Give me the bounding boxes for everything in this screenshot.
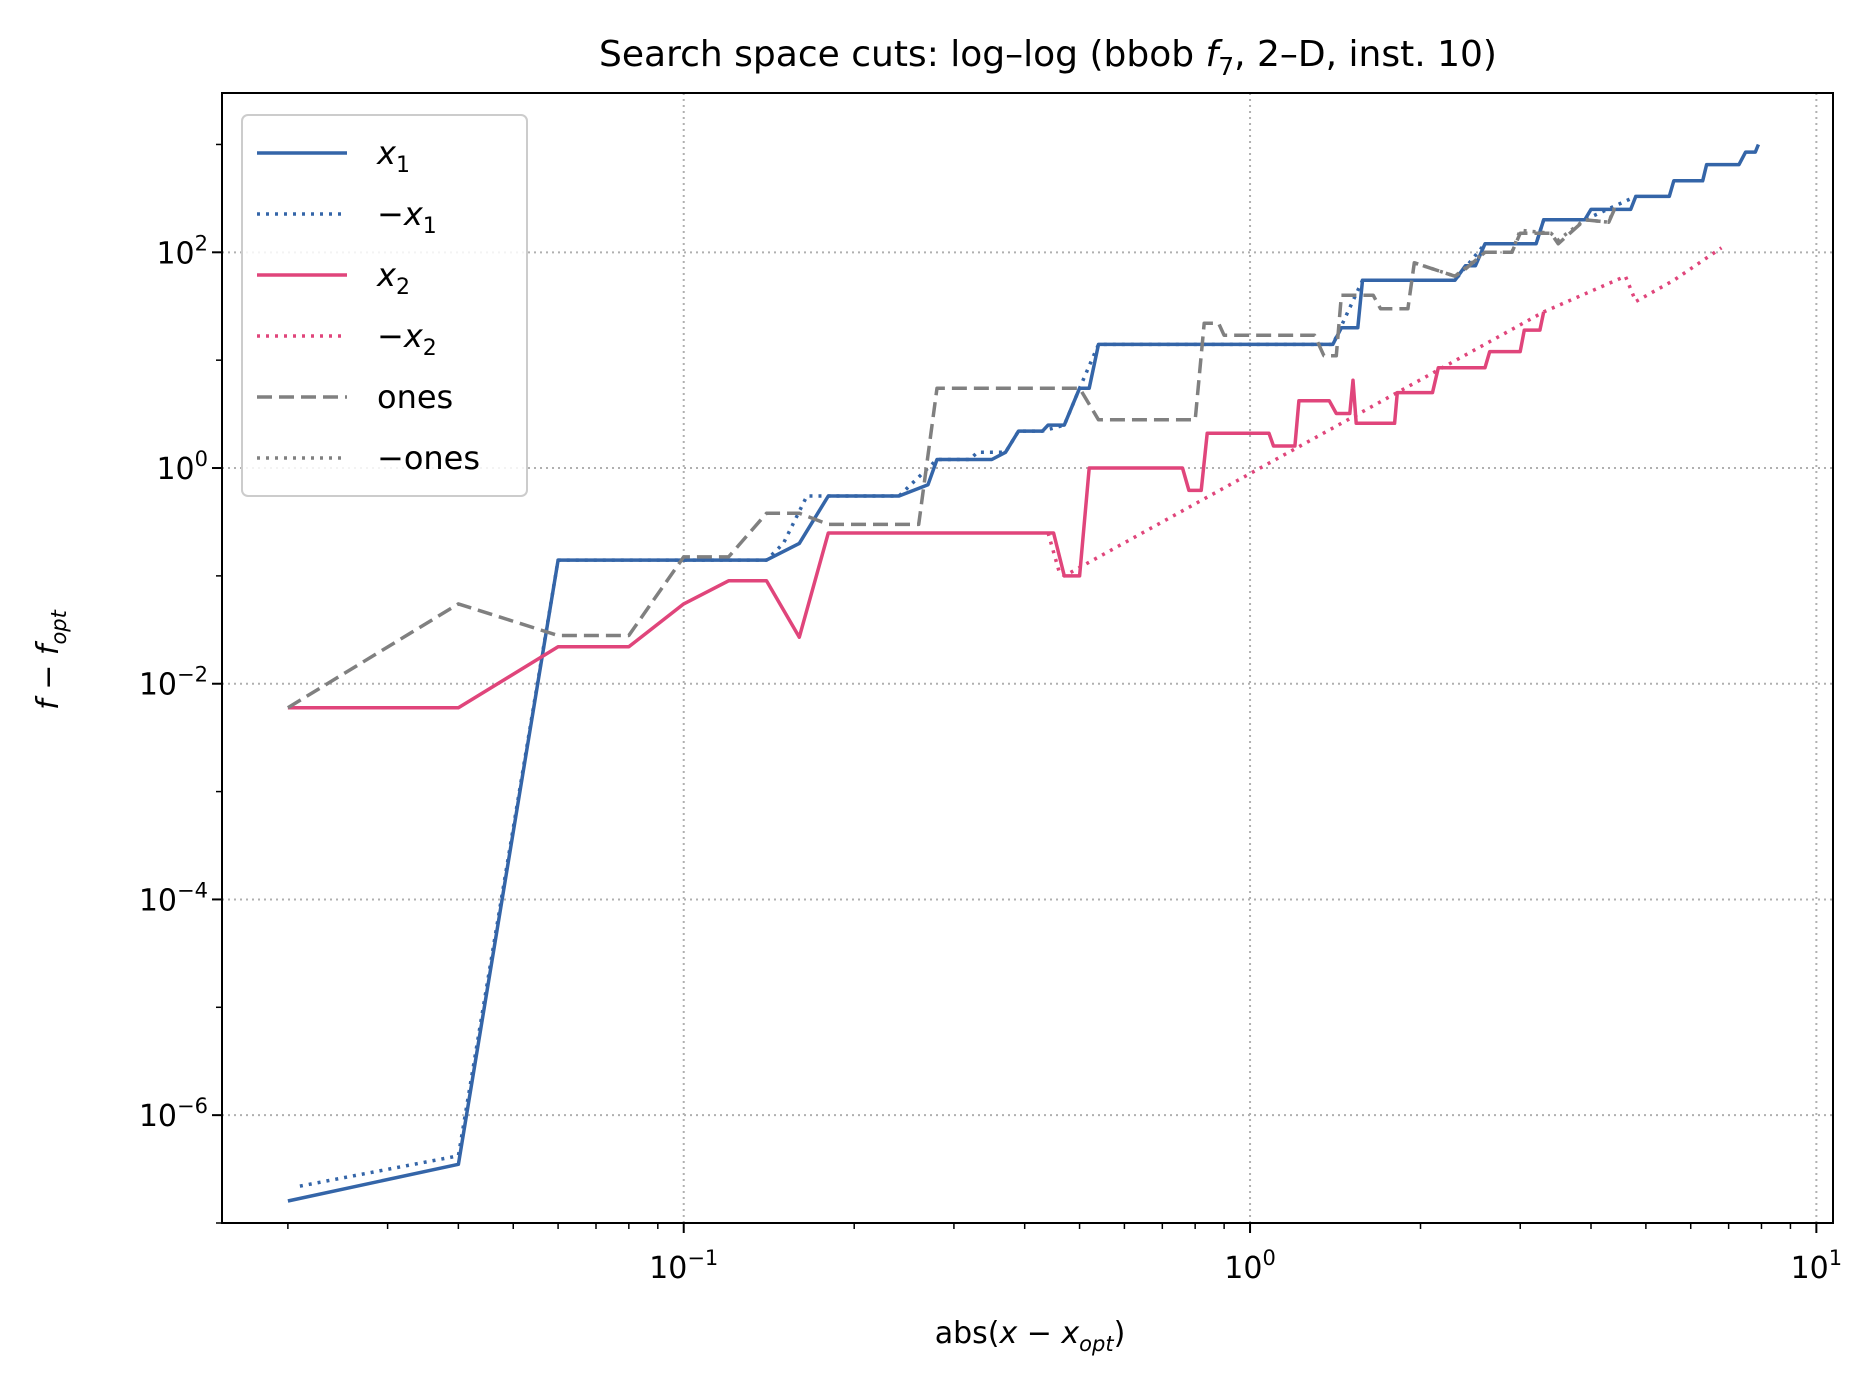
y-axis: 102 100 10−2 10−4 10−6 xyxy=(139,143,222,1224)
series-line-1 xyxy=(287,143,1761,1203)
y-tick-label: 10−4 xyxy=(139,878,208,918)
x-axis-label: abs(x − xopt) xyxy=(935,1316,1126,1356)
grid-lines xyxy=(222,93,1833,1223)
legend-label: x2 xyxy=(376,256,410,300)
chart-title: Search space cuts: log–log (bbob f7, 2–D… xyxy=(599,34,1497,81)
legend-label: −x2 xyxy=(377,317,437,361)
series-line-6 xyxy=(1413,206,1617,278)
legend-label: x1 xyxy=(376,134,410,178)
y-tick-label: 10−6 xyxy=(139,1094,208,1134)
series-line-5 xyxy=(286,208,1617,710)
x-tick-label: 10−1 xyxy=(649,1246,718,1286)
legend-box xyxy=(241,114,528,497)
plot-frame xyxy=(221,92,1834,1224)
y-tick-label: 100 xyxy=(156,447,208,487)
x-tick-label: 101 xyxy=(1791,1246,1843,1286)
legend-label: ones xyxy=(377,378,453,416)
legend-label: −x1 xyxy=(377,195,437,239)
series-layer xyxy=(286,143,1761,1203)
y-tick-label: 102 xyxy=(156,231,208,271)
series-line-4 xyxy=(1046,246,1723,578)
x-tick-label: 100 xyxy=(1224,1246,1276,1286)
y-axis-label: f − fopt xyxy=(31,609,71,710)
y-tick-label: 10−2 xyxy=(139,663,208,703)
series-line-3 xyxy=(287,311,1546,710)
x-axis: 10−1 100 101 xyxy=(287,1223,1843,1286)
legend-label: −ones xyxy=(377,439,480,477)
legend: x1 −x1 x2 −x2 ones −ones xyxy=(241,114,528,497)
